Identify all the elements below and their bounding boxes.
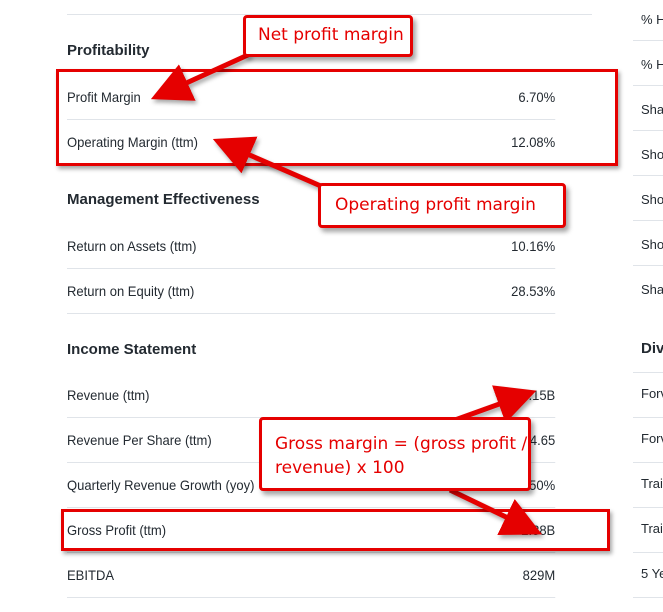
callout-operating-profit-margin: Operating profit margin bbox=[318, 183, 566, 228]
row-value: 12.08% bbox=[511, 134, 556, 150]
row-profit-margin: Profit Margin 6.70% bbox=[67, 75, 556, 120]
callout-text-line: revenue) x 100 bbox=[275, 458, 405, 478]
arrow-to-gross-profit bbox=[448, 487, 543, 535]
divider bbox=[67, 14, 592, 15]
highlight-box-margins bbox=[56, 69, 618, 166]
callout-text-line: Gross margin = (gross profit / bbox=[275, 434, 528, 454]
row-label: Revenue (ttm) bbox=[67, 387, 150, 403]
row-label: EBITDA bbox=[67, 567, 115, 583]
arrow-to-operating-margin bbox=[212, 136, 331, 193]
section-title-management-effectiveness: Management Effectiveness bbox=[67, 191, 260, 208]
arrow-to-profit-margin bbox=[150, 51, 252, 101]
row-return-on-equity: Return on Equity (ttm) 28.53% bbox=[67, 269, 556, 314]
row-label: Return on Assets (ttm) bbox=[67, 238, 197, 254]
callout-text: Operating profit margin bbox=[335, 195, 536, 215]
callout-net-profit-margin: Net profit margin bbox=[243, 15, 413, 57]
row-label: Return on Equity (ttm) bbox=[67, 283, 195, 299]
row-value: 10.16% bbox=[511, 238, 556, 254]
row-label: Quarterly Revenue Growth (yoy) bbox=[67, 477, 255, 493]
row-label: Revenue Per Share (ttm) bbox=[67, 432, 212, 448]
arrow-to-revenue bbox=[454, 385, 537, 424]
section-title-income-statement: Income Statement bbox=[67, 341, 197, 358]
row-label: Profit Margin bbox=[67, 89, 141, 105]
row-ebitda: EBITDA 829M bbox=[67, 553, 556, 598]
row-value: 28.53% bbox=[511, 283, 556, 299]
row-value: 829M bbox=[522, 567, 556, 583]
row-return-on-assets: Return on Assets (ttm) 10.16% bbox=[67, 224, 556, 269]
row-label: Operating Margin (ttm) bbox=[67, 134, 198, 150]
callout-gross-margin-formula: Gross margin = (gross profit / revenue) … bbox=[259, 417, 531, 491]
row-value: 6.70% bbox=[518, 89, 556, 105]
callout-text: Net profit margin bbox=[258, 25, 404, 45]
highlight-box-gross-profit bbox=[61, 509, 610, 551]
row-label: Gross Profit (ttm) bbox=[67, 522, 167, 538]
section-title-profitability: Profitability bbox=[67, 42, 150, 59]
